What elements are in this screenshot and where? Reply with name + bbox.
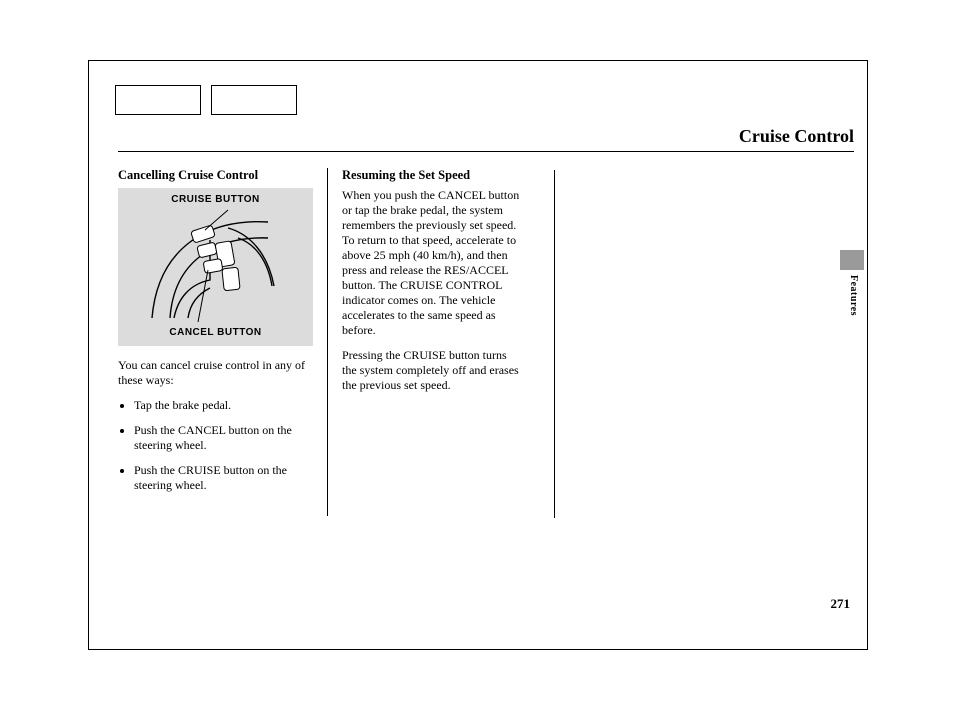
col2-p1: When you push the CANCEL button or tap t… [342,188,520,338]
list-item: Tap the brake pedal. [134,398,309,413]
diagram-caption-bottom: CANCEL BUTTON [118,327,313,340]
header-tab-2 [211,85,297,115]
content-columns: Cancelling Cruise Control CRUISE BUTTON [118,168,866,516]
list-item: Push the CANCEL button on the steering w… [134,423,309,453]
diagram-svg [118,188,313,346]
header-tabs [115,85,297,115]
header-tab-1 [115,85,201,115]
section-tab-label: Features [848,275,859,316]
list-item: Push the CRUISE button on the steering w… [134,463,309,493]
page-title: Cruise Control [739,126,854,146]
col1-heading: Cancelling Cruise Control [118,168,309,184]
diagram-caption-top: CRUISE BUTTON [118,194,313,207]
col2-p2: Pressing the CRUISE button turns the sys… [342,348,520,393]
page-title-row: Cruise Control [118,126,854,152]
page-root: Cruise Control Cancelling Cruise Control… [0,0,954,710]
page-number: 271 [831,596,851,612]
col1-intro: You can cancel cruise control in any of … [118,358,309,388]
column-2: Resuming the Set Speed When you push the… [328,168,538,516]
col2-heading: Resuming the Set Speed [342,168,520,184]
column-1: Cancelling Cruise Control CRUISE BUTTON [118,168,328,516]
section-tab [840,250,864,270]
steering-wheel-diagram: CRUISE BUTTON [118,188,313,346]
column-3-rule [554,170,555,518]
col1-bullets: Tap the brake pedal. Push the CANCEL but… [118,398,309,493]
